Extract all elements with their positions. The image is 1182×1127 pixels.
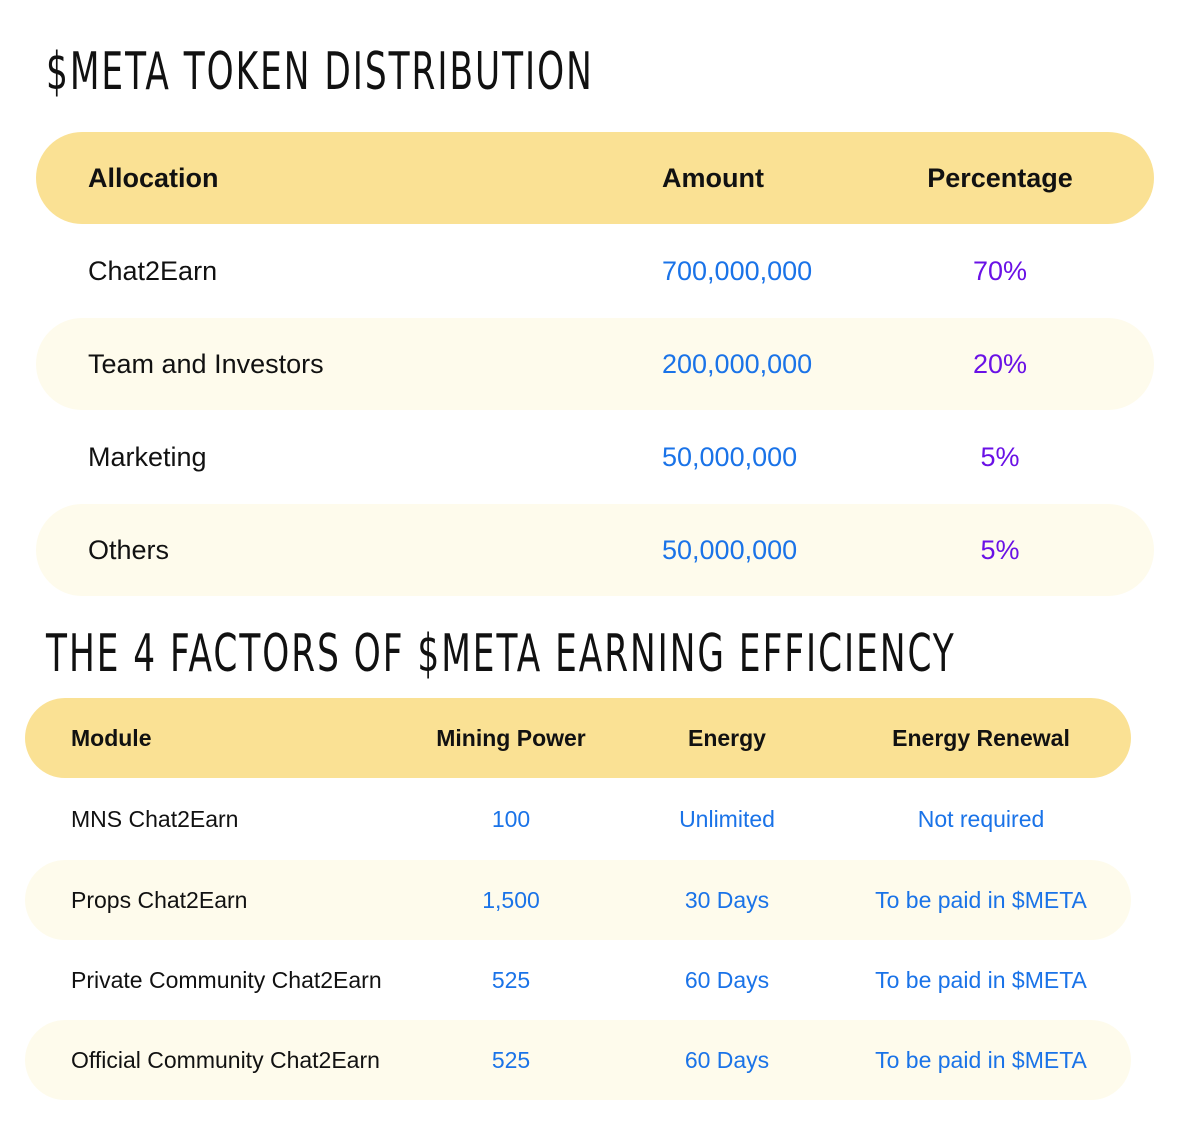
- factors-header-row: Module Mining Power Energy Energy Renewa…: [25, 698, 1131, 778]
- table-row: MNS Chat2Earn 100 Unlimited Not required: [25, 779, 1131, 859]
- mining-power-cell: 525: [491, 1046, 531, 1073]
- header-allocation: Allocation: [88, 162, 219, 193]
- module-cell: Official Community Chat2Earn: [71, 1046, 380, 1073]
- table-row: Team and Investors 200,000,000 20%: [36, 318, 1154, 410]
- energy-cell: Unlimited: [679, 805, 775, 832]
- amount-cell: 50,000,000: [662, 534, 798, 565]
- energy-cell: 60 Days: [684, 966, 770, 993]
- energy-renewal-cell: To be paid in $META: [875, 1046, 1087, 1073]
- header-energy: Energy: [688, 724, 766, 751]
- amount-cell: 200,000,000: [662, 348, 813, 379]
- module-cell: Props Chat2Earn: [71, 886, 248, 913]
- factors-title: THE 4 FACTORS OF $META EARNING EFFICIENC…: [46, 624, 956, 684]
- distribution-title: $META TOKEN DISTRIBUTION: [46, 42, 594, 102]
- percentage-cell: 20%: [972, 348, 1028, 379]
- amount-cell: 700,000,000: [662, 255, 813, 286]
- mining-power-cell: 100: [491, 805, 531, 832]
- table-row: Chat2Earn 700,000,000 70%: [36, 225, 1154, 317]
- table-row: Props Chat2Earn 1,500 30 Days To be paid…: [25, 860, 1131, 940]
- percentage-cell: 70%: [972, 255, 1028, 286]
- table-row: Marketing 50,000,000 5%: [36, 411, 1154, 503]
- energy-renewal-cell: To be paid in $META: [875, 966, 1087, 993]
- energy-cell: 60 Days: [684, 1046, 770, 1073]
- mining-power-cell: 525: [491, 966, 531, 993]
- header-mining-power: Mining Power: [436, 724, 586, 751]
- allocation-cell: Marketing: [88, 441, 207, 472]
- amount-cell: 50,000,000: [662, 441, 798, 472]
- header-module: Module: [71, 724, 152, 751]
- percentage-cell: 5%: [980, 534, 1020, 565]
- energy-cell: 30 Days: [684, 886, 770, 913]
- energy-renewal-cell: Not required: [917, 805, 1045, 832]
- header-amount: Amount: [662, 162, 764, 193]
- header-percentage: Percentage: [927, 162, 1073, 193]
- table-row: Official Community Chat2Earn 525 60 Days…: [25, 1020, 1131, 1100]
- allocation-cell: Others: [88, 534, 170, 565]
- distribution-header-row: Allocation Amount Percentage: [36, 132, 1154, 224]
- module-cell: Private Community Chat2Earn: [71, 966, 382, 993]
- table-row: Others 50,000,000 5%: [36, 504, 1154, 596]
- allocation-cell: Team and Investors: [88, 348, 324, 379]
- mining-power-cell: 1,500: [482, 886, 540, 913]
- module-cell: MNS Chat2Earn: [71, 805, 239, 832]
- percentage-cell: 5%: [980, 441, 1020, 472]
- table-row: Private Community Chat2Earn 525 60 Days …: [25, 940, 1131, 1020]
- energy-renewal-cell: To be paid in $META: [875, 886, 1087, 913]
- header-energy-renewal: Energy Renewal: [892, 724, 1070, 751]
- allocation-cell: Chat2Earn: [88, 255, 218, 286]
